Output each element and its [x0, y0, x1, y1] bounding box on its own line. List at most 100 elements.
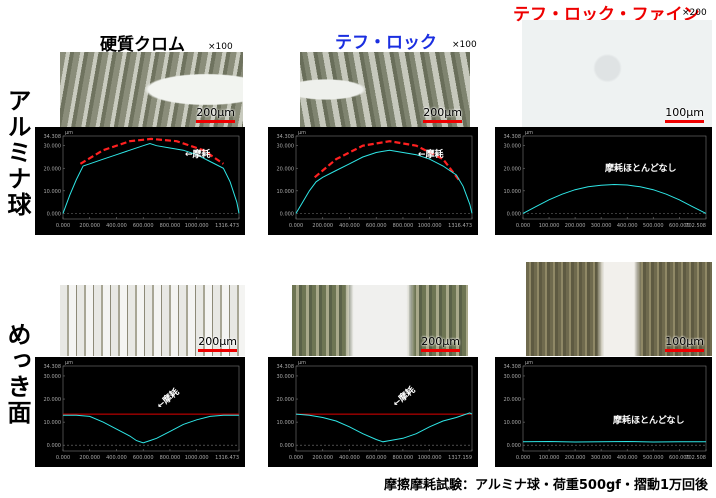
x-tick-label: 800.000 [160, 223, 181, 229]
y-tick-label: 0.000 [47, 211, 61, 217]
y-tick-label: 34.308 [504, 134, 522, 140]
x-tick-label: 400.000 [617, 223, 638, 229]
profile-chart: μm 0.000 10.000 20.000 30.000 34.308 0.000 200.… [35, 357, 245, 467]
micrograph: 200μm [60, 52, 243, 127]
y-tick-label: 34.308 [44, 364, 62, 370]
x-tick-label: 1317.159 [448, 455, 472, 461]
y-tick-label: 0.000 [507, 211, 521, 217]
plot-frame [295, 135, 473, 220]
plot-frame [522, 365, 707, 452]
x-tick-label: 400.000 [106, 455, 127, 461]
x-tick-label: 200.000 [565, 223, 586, 229]
x-tick-label: 800.000 [160, 455, 181, 461]
profile-chart: μm 0.000 10.000 20.000 30.000 34.308 0.000 100.… [495, 127, 712, 235]
micrograph: 200μm [300, 52, 470, 127]
reference-line [79, 137, 225, 165]
x-tick-label: 400.000 [106, 223, 127, 229]
scale-line [421, 349, 460, 352]
x-tick-label: 300.000 [591, 223, 612, 229]
y-tick-label: 34.308 [44, 134, 62, 140]
scale-line [665, 120, 704, 123]
y-tick-label: 20.000 [504, 397, 522, 403]
scale-bar: 200μm [196, 106, 235, 123]
scale-label: 200μm [421, 335, 460, 348]
profile-line [295, 149, 473, 214]
y-tick-label: 10.000 [277, 189, 295, 195]
x-tick-label: 400.000 [339, 455, 360, 461]
y-tick-label: 34.308 [277, 134, 295, 140]
x-tick-label: 800.000 [393, 455, 414, 461]
caption: 摩擦摩耗試験：アルミナ球・荷重500gf・摺動1万回後 [383, 478, 708, 493]
profile-line [63, 414, 239, 444]
x-tick-label: 702.508 [685, 455, 706, 461]
x-tick-label: 200.000 [79, 455, 100, 461]
profile-line [522, 183, 707, 214]
y-tick-label: 20.000 [277, 166, 295, 172]
x-tick-label: 600.000 [669, 223, 690, 229]
magnification: ×100 [452, 40, 477, 50]
x-tick-label: 702.508 [685, 223, 706, 229]
y-tick-label: 30.000 [277, 144, 295, 150]
y-unit: μm [298, 360, 306, 366]
x-tick-label: 600.000 [669, 455, 690, 461]
profile-chart: μm 0.000 10.000 20.000 30.000 34.308 0.000 200.… [35, 127, 245, 235]
micrograph: 100μm [526, 262, 712, 356]
micrograph: 200μm [60, 285, 245, 356]
x-tick-label: 200.000 [312, 223, 333, 229]
profile-line [295, 412, 473, 443]
x-tick-label: 300.000 [591, 455, 612, 461]
y-tick-label: 10.000 [504, 189, 522, 195]
y-tick-label: 34.308 [277, 364, 295, 370]
scale-label: 100μm [665, 335, 704, 348]
y-tick-label: 10.000 [44, 189, 62, 195]
x-tick-label: 600.000 [366, 455, 387, 461]
x-tick-label: 400.000 [339, 223, 360, 229]
x-tick-label: 0.000 [289, 455, 303, 461]
x-tick-label: 1000.000 [418, 455, 442, 461]
chart-svg: μm 0.000 10.000 20.000 30.000 34.308 0.000 100.… [504, 130, 707, 229]
plot-frame [522, 135, 707, 220]
x-tick-label: 200.000 [79, 223, 100, 229]
column-title: 硬質クロム [100, 35, 185, 55]
row-label: めっき面 [3, 322, 31, 426]
y-unit: μm [65, 360, 73, 366]
y-tick-label: 30.000 [44, 144, 62, 150]
y-tick-label: 30.000 [277, 374, 295, 380]
scale-line [423, 120, 462, 123]
y-tick-label: 30.000 [44, 374, 62, 380]
scale-label: 200μm [196, 106, 235, 119]
chart-svg: μm 0.000 10.000 20.000 30.000 34.308 0.000 200.… [44, 360, 240, 461]
column-title: テフ・ロック [335, 33, 437, 53]
x-tick-label: 0.000 [289, 223, 303, 229]
annotation: ←摩耗 [185, 148, 211, 160]
scale-bar: 100μm [665, 335, 704, 352]
x-tick-label: 200.000 [312, 455, 333, 461]
profile-line [522, 440, 706, 443]
y-tick-label: 0.000 [280, 443, 294, 449]
chart-svg: μm 0.000 10.000 20.000 30.000 34.308 0.000 200.… [44, 130, 240, 229]
profile-line [62, 142, 240, 214]
row-label: アルミナ球 [3, 88, 31, 218]
x-tick-label: 500.000 [643, 455, 664, 461]
x-tick-label: 1000.000 [418, 223, 442, 229]
chart-svg: μm 0.000 10.000 20.000 30.000 34.308 0.000 200.… [277, 130, 473, 229]
y-unit: μm [525, 130, 533, 136]
magnification: ×100 [208, 42, 233, 52]
x-tick-label: 1000.000 [185, 455, 209, 461]
x-tick-label: 1316.473 [215, 223, 239, 229]
plot-frame [62, 365, 240, 452]
scale-bar: 100μm [665, 106, 704, 123]
y-unit: μm [65, 130, 73, 136]
y-tick-label: 0.000 [280, 211, 294, 217]
x-tick-label: 600.000 [133, 455, 154, 461]
x-tick-label: 600.000 [366, 223, 387, 229]
annotation: 摩耗ほとんどなし [605, 162, 677, 174]
annotation: 摩耗ほとんどなし [613, 414, 685, 426]
scale-label: 200μm [198, 335, 237, 348]
x-tick-label: 0.000 [56, 223, 70, 229]
y-tick-label: 10.000 [504, 420, 522, 426]
x-tick-label: 1316.473 [215, 455, 239, 461]
annotation: ←摩耗 [154, 386, 181, 412]
y-tick-label: 0.000 [507, 443, 521, 449]
scale-label: 200μm [423, 106, 462, 119]
